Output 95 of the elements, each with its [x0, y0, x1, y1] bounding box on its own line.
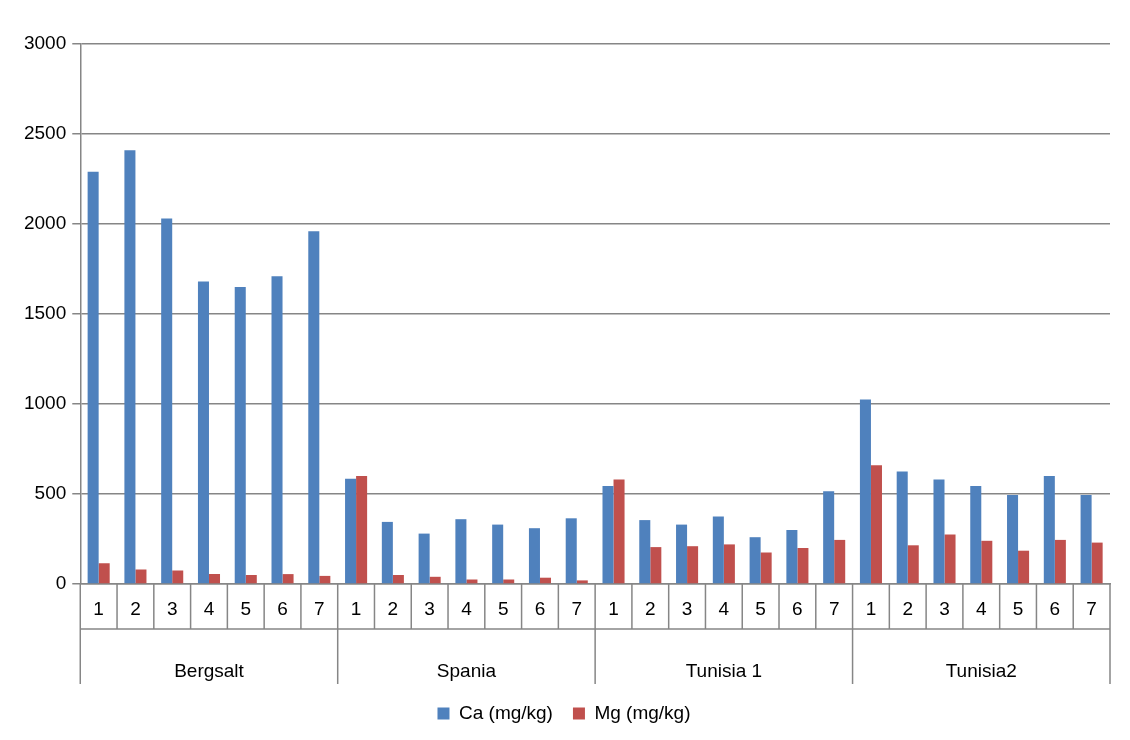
x-tick-label: 3 [939, 597, 950, 619]
bar [1091, 542, 1103, 584]
bar [87, 171, 99, 584]
y-tick-label: 3000 [23, 32, 67, 54]
bar [1080, 494, 1092, 584]
x-tick-label: 6 [277, 597, 288, 619]
x-tick-label: 4 [203, 597, 215, 619]
bar [135, 569, 147, 584]
x-tick-label: 5 [755, 597, 766, 619]
bar [870, 465, 882, 584]
x-tick-label: 7 [571, 597, 583, 619]
bar [245, 575, 257, 584]
bar [1054, 539, 1066, 584]
bar [933, 479, 945, 584]
x-tick-label: 1 [93, 597, 104, 619]
bar [98, 563, 110, 584]
y-tick-label: 2500 [23, 122, 67, 144]
bar [981, 540, 993, 584]
bar [161, 218, 173, 584]
bar [282, 574, 294, 584]
x-tick-label: 2 [902, 597, 914, 619]
bar [687, 546, 699, 584]
bar [786, 530, 798, 584]
bar [576, 580, 588, 584]
bar [492, 524, 504, 584]
x-tick-label: 7 [1086, 597, 1097, 619]
x-tick-label: 6 [792, 597, 803, 619]
bar [639, 520, 651, 584]
x-tick-label: 2 [130, 597, 141, 619]
x-tick-label: 2 [645, 597, 656, 619]
bar [723, 544, 735, 584]
text: Tunisia 1 [685, 660, 763, 682]
bar [308, 231, 320, 584]
x-tick-label: 3 [681, 597, 693, 619]
bar [197, 281, 209, 584]
bar [749, 537, 761, 584]
bar [172, 570, 184, 584]
bar [896, 471, 908, 584]
bar [907, 545, 919, 584]
x-tick-label: 6 [534, 597, 546, 619]
y-tick-label: 1500 [23, 302, 67, 324]
x-tick-label: 5 [497, 597, 509, 619]
bar [356, 476, 368, 584]
bar [823, 491, 835, 584]
bar [797, 548, 809, 584]
bar [528, 528, 540, 584]
x-tick-label: 1 [865, 597, 877, 619]
bar [319, 575, 331, 584]
x-tick-label: 4 [718, 597, 730, 619]
bar [1007, 494, 1019, 584]
x-tick-label: 2 [387, 597, 399, 619]
bar [271, 276, 283, 584]
bar [381, 521, 393, 584]
bar [392, 575, 404, 584]
bar [565, 518, 577, 584]
legend-label: Ca (mg/kg) [458, 701, 553, 723]
bar [712, 516, 724, 584]
bar [859, 399, 871, 584]
text: Tunisia2 [945, 660, 1017, 682]
bar [539, 577, 551, 584]
x-tick-label: 5 [240, 597, 252, 619]
bar [650, 547, 662, 584]
bar [613, 479, 625, 584]
bar [1018, 550, 1030, 584]
bar [429, 576, 441, 584]
x-tick-label: 3 [424, 597, 435, 619]
bar [676, 524, 688, 584]
bar [760, 552, 772, 584]
bar [455, 519, 467, 584]
bar [1043, 476, 1055, 584]
legend-label: Mg (mg/kg) [594, 701, 691, 723]
bar [418, 533, 430, 584]
x-tick-label: 5 [1012, 597, 1024, 619]
y-tick-label: 2000 [23, 212, 67, 234]
x-tick-label: 4 [461, 597, 473, 619]
x-tick-label: 1 [608, 597, 619, 619]
x-tick-label: 7 [314, 597, 325, 619]
text: Spania [436, 660, 497, 682]
bar [345, 478, 357, 584]
x-tick-label: 1 [350, 597, 362, 619]
x-tick-label: 4 [975, 597, 987, 619]
y-tick-label: 0 [55, 572, 67, 594]
bar [944, 534, 956, 584]
bar [124, 150, 136, 584]
y-tick-label: 1000 [23, 392, 67, 414]
x-tick-label: 3 [166, 597, 178, 619]
bar [208, 574, 221, 584]
bar [970, 485, 982, 584]
x-tick-label: 7 [828, 597, 840, 619]
bar [234, 287, 246, 584]
bar [834, 539, 846, 584]
y-tick-label: 500 [34, 482, 67, 504]
bar [602, 485, 614, 584]
text: Bergsalt [174, 660, 245, 682]
x-tick-label: 6 [1049, 597, 1061, 619]
